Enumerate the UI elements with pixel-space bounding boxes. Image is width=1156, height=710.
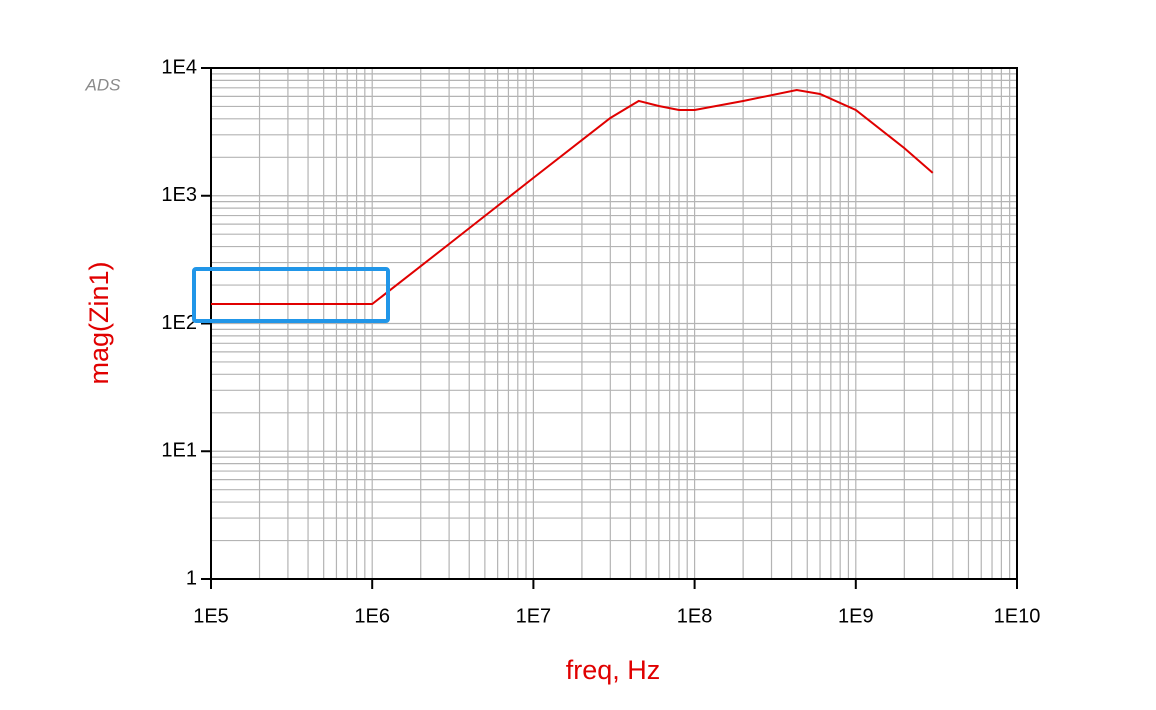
x-tick-label: 1E5 [193, 605, 229, 627]
plot-frame [210, 67, 1018, 580]
y-tick-label: 1E3 [161, 184, 197, 206]
x-tick-label: 1E7 [516, 605, 552, 627]
y-axis-label: mag(Zin1) [84, 261, 114, 384]
y-tick-label: 1E1 [161, 440, 197, 462]
y-tick-label: 1 [186, 567, 197, 589]
highlight-box [192, 267, 390, 323]
data-line [211, 88, 934, 306]
x-tick-label: 1E6 [354, 605, 390, 627]
x-axis-label: freq, Hz [566, 655, 661, 685]
y-tick-label: 1E2 [161, 312, 197, 334]
watermark: ADS [85, 75, 122, 94]
y-tick-label: 1E4 [161, 56, 197, 78]
x-tick-label: 1E9 [838, 605, 874, 627]
x-tick-label: 1E8 [677, 605, 713, 627]
x-tick-label: 1E10 [994, 605, 1041, 627]
